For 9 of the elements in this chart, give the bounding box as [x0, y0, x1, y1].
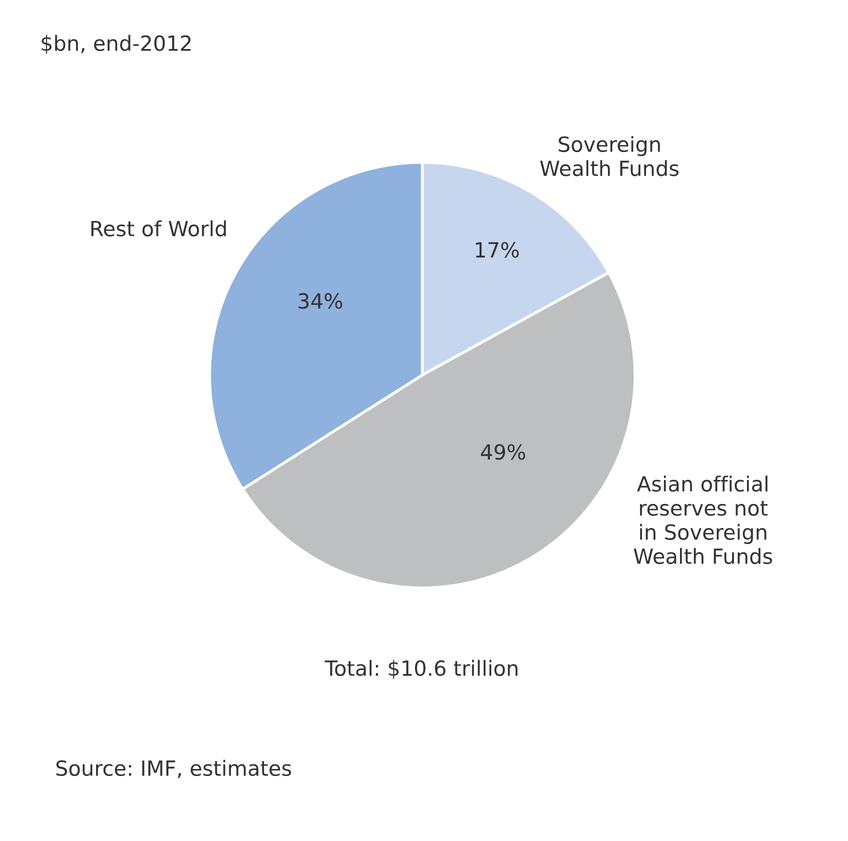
source-note: Source: IMF, estimates: [56, 760, 292, 778]
slice-label: Rest of World: [91, 220, 226, 236]
data-label: 34%: [298, 293, 342, 309]
slice-label: Sovereign Wealth Funds: [540, 136, 679, 176]
data-label: 49%: [481, 444, 526, 460]
chart-title: $bn, end-2012: [42, 34, 191, 54]
data-label: 17%: [476, 242, 519, 258]
slice-label: Asian official reserves not in Sovereign Wealth Funds: [634, 476, 772, 564]
text: Total: $10.6 trillion: [324, 660, 518, 679]
